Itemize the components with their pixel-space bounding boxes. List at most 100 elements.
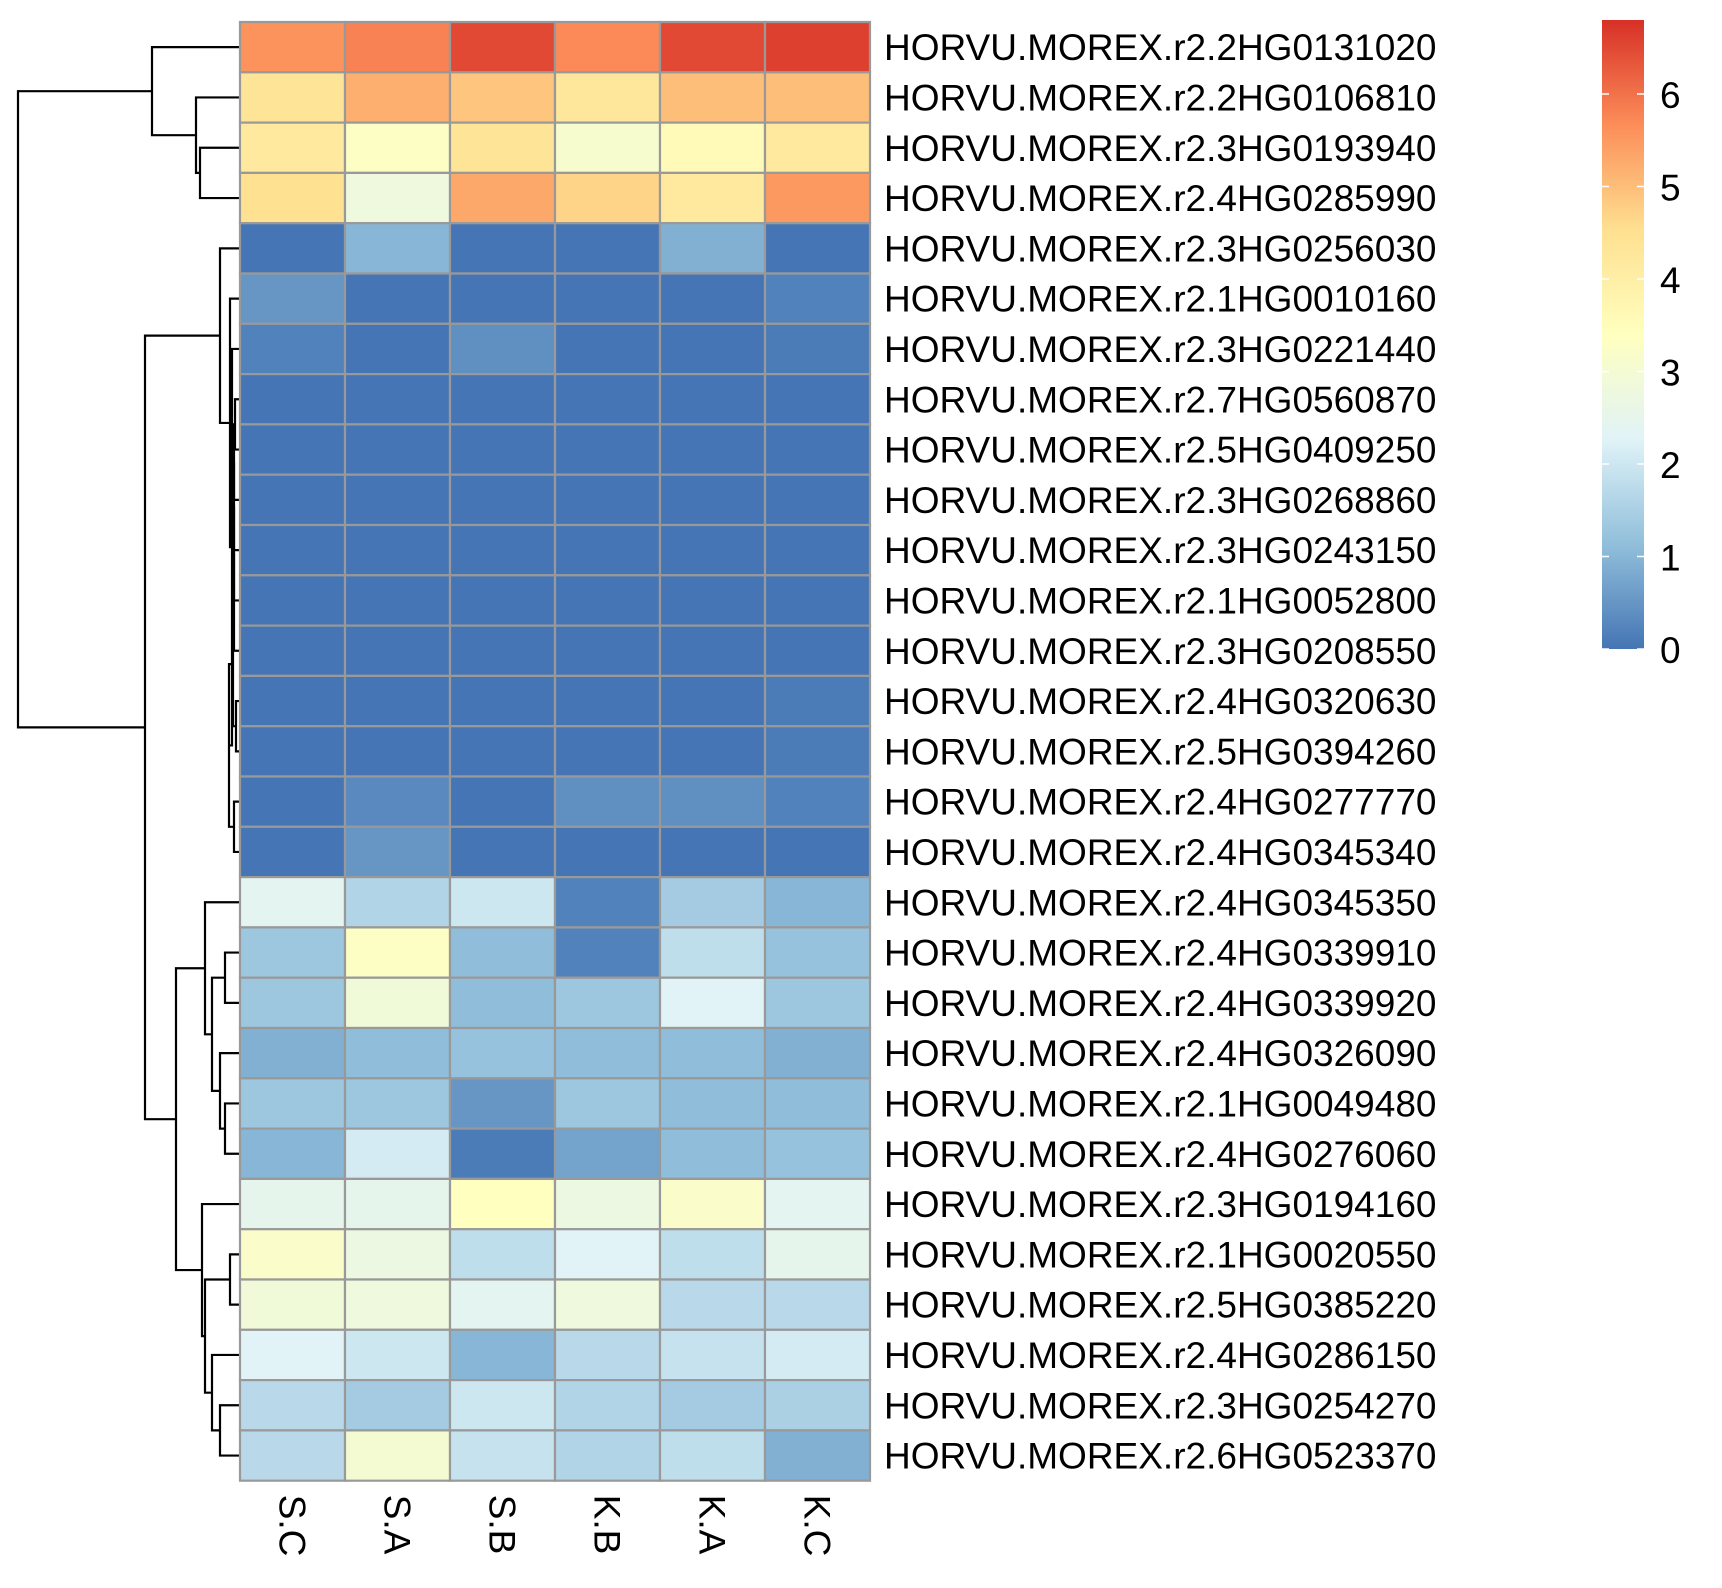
heatmap-cell xyxy=(658,222,767,275)
heatmap-cell xyxy=(343,624,452,677)
heatmap-cell xyxy=(553,725,662,778)
row-label: HORVU.MOREX.r2.3HG0193940 xyxy=(884,128,1437,169)
heatmap-cell xyxy=(763,272,872,325)
heatmap-cell xyxy=(763,20,872,74)
heatmap-cell xyxy=(238,1378,347,1432)
heatmap-cell xyxy=(343,775,452,828)
heatmap-cell xyxy=(553,222,662,275)
heatmap-cell xyxy=(553,574,662,627)
row-label: HORVU.MOREX.r2.5HG0409250 xyxy=(884,430,1437,471)
heatmap-cell xyxy=(553,423,662,476)
row-label: HORVU.MOREX.r2.3HG0256030 xyxy=(884,228,1437,269)
row-label: HORVU.MOREX.r2.5HG0394260 xyxy=(884,731,1437,772)
heatmap-cell xyxy=(658,574,767,627)
column-label: K.B xyxy=(587,1495,628,1555)
heatmap-cell xyxy=(238,20,347,74)
dendrogram-link xyxy=(203,1278,230,1394)
heatmap-cell xyxy=(238,1278,347,1331)
heatmap-cell xyxy=(553,1077,662,1130)
heatmap-cell xyxy=(343,423,452,476)
heatmap-cell xyxy=(448,1077,557,1130)
heatmap-cell xyxy=(343,322,452,376)
heatmap-cell xyxy=(448,373,557,426)
heatmap-cell xyxy=(658,1228,767,1281)
heatmap-cell xyxy=(658,725,767,778)
heatmap-cell xyxy=(448,71,557,124)
row-label: HORVU.MOREX.r2.6HG0523370 xyxy=(884,1436,1437,1477)
heatmap-cell xyxy=(448,674,557,728)
row-label: HORVU.MOREX.r2.2HG0131020 xyxy=(884,27,1437,68)
row-label: HORVU.MOREX.r2.4HG0276060 xyxy=(884,1134,1437,1175)
heatmap-cell xyxy=(763,1328,872,1382)
heatmap-cell xyxy=(238,674,347,728)
dendrogram-link xyxy=(223,951,240,1004)
heatmap-cell xyxy=(448,825,557,879)
heatmap-cell xyxy=(238,523,347,577)
heatmap-cell xyxy=(343,1077,452,1130)
heatmap-cell xyxy=(763,71,872,124)
heatmap-cell xyxy=(763,624,872,677)
heatmap-cell xyxy=(238,171,347,225)
dendrogram-link xyxy=(218,1052,240,1130)
row-label: HORVU.MOREX.r2.2HG0106810 xyxy=(884,77,1437,118)
heatmap-cell xyxy=(658,624,767,677)
heatmap-cell xyxy=(658,1378,767,1432)
legend-tick-label: 2 xyxy=(1660,445,1681,486)
heatmap-cell xyxy=(553,1278,662,1331)
dendrogram-link xyxy=(174,967,205,1272)
heatmap-cell xyxy=(763,1228,872,1281)
heatmap-cell xyxy=(553,976,662,1030)
heatmap-cell xyxy=(763,574,872,627)
column-label: K.A xyxy=(692,1495,733,1555)
heatmap-cell xyxy=(658,1026,767,1080)
column-label: K.C xyxy=(797,1495,838,1557)
heatmap-cell xyxy=(238,473,347,527)
row-label: HORVU.MOREX.r2.3HG0243150 xyxy=(884,530,1437,571)
row-label: HORVU.MOREX.r2.1HG0020550 xyxy=(884,1234,1437,1275)
heatmap-cell xyxy=(658,1177,767,1231)
heatmap-cell xyxy=(343,674,452,728)
dendrogram-link xyxy=(203,901,240,1036)
heatmap-cell xyxy=(763,523,872,577)
heatmap-cell xyxy=(553,71,662,124)
heatmap-cell xyxy=(763,423,872,476)
legend-tick-label: 0 xyxy=(1660,630,1681,671)
heatmap-cell xyxy=(238,976,347,1030)
heatmap-cell xyxy=(238,775,347,828)
heatmap-cell xyxy=(448,1177,557,1231)
row-dendrogram xyxy=(16,46,240,1457)
dendrogram-link xyxy=(218,1404,240,1457)
heatmap-cell xyxy=(448,574,557,627)
heatmap-cell xyxy=(553,1328,662,1382)
heatmap-cell xyxy=(658,71,767,124)
heatmap-cell xyxy=(658,272,767,325)
heatmap-cell xyxy=(553,1127,662,1180)
heatmap-cell xyxy=(343,171,452,225)
heatmap-cell xyxy=(238,71,347,124)
row-label: HORVU.MOREX.r2.1HG0010160 xyxy=(884,279,1437,320)
heatmap-cell xyxy=(238,1127,347,1180)
heatmap-cell xyxy=(763,926,872,979)
heatmap-cell xyxy=(238,373,347,426)
heatmap-cell xyxy=(448,1228,557,1281)
heatmap-cell xyxy=(553,926,662,979)
row-label: HORVU.MOREX.r2.4HG0345350 xyxy=(884,882,1437,923)
heatmap-cell xyxy=(553,473,662,527)
column-label: S.C xyxy=(272,1495,313,1557)
heatmap-cell xyxy=(553,272,662,325)
heatmap-cell xyxy=(448,423,557,476)
heatmap-cell xyxy=(448,624,557,677)
heatmap-cell xyxy=(343,272,452,325)
heatmap-cell xyxy=(343,373,452,426)
heatmap-cell xyxy=(763,1127,872,1180)
heatmap-cell xyxy=(448,222,557,275)
row-label: HORVU.MOREX.r2.4HG0286150 xyxy=(884,1335,1437,1376)
heatmap-cell xyxy=(343,473,452,527)
heatmap-cell xyxy=(448,1026,557,1080)
heatmap-cell xyxy=(553,1026,662,1080)
heatmap-cell xyxy=(763,1177,872,1231)
heatmap-cell xyxy=(658,322,767,376)
heatmap-cell xyxy=(238,926,347,979)
heatmap-cell xyxy=(448,976,557,1030)
dendrogram-link xyxy=(228,1253,240,1306)
